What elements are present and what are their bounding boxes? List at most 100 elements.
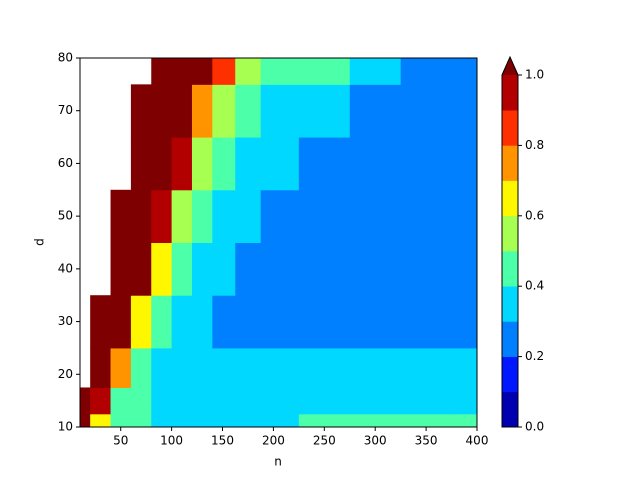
colorbar-tick-label: 0.8 <box>525 138 544 152</box>
contour-cell <box>451 189 478 243</box>
contour-cell <box>151 137 173 191</box>
contour-cell <box>400 295 453 349</box>
colorbar-band <box>502 75 518 111</box>
contour-cell <box>90 413 112 428</box>
colorbar-extend <box>502 57 518 75</box>
x-tick-label: 300 <box>364 434 387 448</box>
contour-cell <box>235 295 262 349</box>
contour-cell <box>191 387 213 415</box>
contour-cell <box>191 58 213 85</box>
x-tick-label: 100 <box>160 434 183 448</box>
colorbar-tick-label: 0.0 <box>525 420 544 434</box>
contour-cell <box>298 58 351 85</box>
contour-cell <box>110 413 132 428</box>
contour-cell <box>171 413 193 428</box>
contour-cell <box>400 84 453 138</box>
contour-cell <box>349 84 402 138</box>
contour-cell <box>191 189 213 243</box>
contour-cell <box>191 413 213 428</box>
contour-cell <box>298 387 351 415</box>
contour-cell <box>171 58 193 85</box>
contour-cell <box>260 189 300 243</box>
colorbar-band <box>502 110 518 146</box>
contour-cell <box>212 58 236 85</box>
contour-cell <box>110 387 132 415</box>
x-tick-label: 200 <box>262 434 285 448</box>
y-tick-label: 60 <box>58 156 73 170</box>
colorbar-tick-label: 0.2 <box>525 349 544 363</box>
contour-cell <box>451 295 478 349</box>
contour-cell <box>235 189 262 243</box>
contour-cell <box>235 137 262 191</box>
y-tick-label: 80 <box>58 51 73 65</box>
contour-cell <box>212 137 236 191</box>
contour-cell <box>130 84 152 138</box>
y-tick-label: 20 <box>58 367 73 381</box>
contour-cell <box>151 347 173 388</box>
contour-cell <box>451 413 478 428</box>
colorbar-band <box>502 145 518 181</box>
contour-cell <box>400 347 453 388</box>
contour-cell <box>235 413 262 428</box>
contour-cell <box>151 295 173 349</box>
contour-cell <box>212 347 236 388</box>
y-tick-label: 30 <box>58 314 73 328</box>
contour-cell <box>260 84 300 138</box>
colorbar-band <box>502 215 518 252</box>
contour-cell <box>451 347 478 388</box>
axes-frame <box>79 57 478 428</box>
x-tick-label: 50 <box>113 434 128 448</box>
contour-cell <box>349 189 402 243</box>
contour-cell <box>212 387 236 415</box>
contour-cell <box>235 387 262 415</box>
colorbar-tick-label: 1.0 <box>525 68 544 82</box>
contour-cell <box>110 347 132 388</box>
contour-cell <box>212 84 236 138</box>
contour-cell <box>400 242 453 296</box>
contour-cell <box>90 347 112 388</box>
contour-cell <box>171 347 193 388</box>
contour-cell <box>349 387 402 415</box>
contour-cell <box>212 295 236 349</box>
contour-cell <box>151 413 173 428</box>
contour-cell <box>151 58 173 85</box>
contour-cell <box>212 242 236 296</box>
contour-cell <box>260 58 300 85</box>
contour-cell <box>171 137 193 191</box>
contour-cell <box>110 189 132 243</box>
contour-cell <box>235 242 262 296</box>
colorbar-tick-label: 0.6 <box>525 208 544 222</box>
contour-cell <box>212 189 236 243</box>
colorbar-band <box>502 356 518 393</box>
contour-cell <box>260 347 300 388</box>
contour-cell <box>191 242 213 296</box>
x-tick-label: 350 <box>415 434 438 448</box>
contour-cell <box>235 58 262 85</box>
contour-cell <box>130 242 152 296</box>
contour-cell <box>151 84 173 138</box>
contour-cell <box>130 347 152 388</box>
y-tick-label: 70 <box>58 103 73 117</box>
contour-cell <box>130 189 152 243</box>
colorbar-band <box>502 321 518 357</box>
contour-cell <box>298 137 351 191</box>
colorbar-frame <box>501 55 519 428</box>
colorbar-band <box>502 180 518 217</box>
x-tick-label: 400 <box>466 434 489 448</box>
contour-cell <box>260 242 300 296</box>
contour-cell <box>235 347 262 388</box>
contour-cell <box>171 84 193 138</box>
y-axis-label: d <box>33 238 47 246</box>
contour-cell <box>171 189 193 243</box>
colorbar-band <box>502 251 518 287</box>
contour-cell <box>400 58 453 85</box>
plot-area <box>80 58 478 428</box>
contour-cell <box>171 295 193 349</box>
colorbar-band <box>502 286 518 322</box>
contour-cell <box>298 347 351 388</box>
contour-cell <box>298 413 351 428</box>
contour-cell <box>451 84 478 138</box>
x-axis-label: n <box>274 455 282 469</box>
contour-cell <box>212 413 236 428</box>
